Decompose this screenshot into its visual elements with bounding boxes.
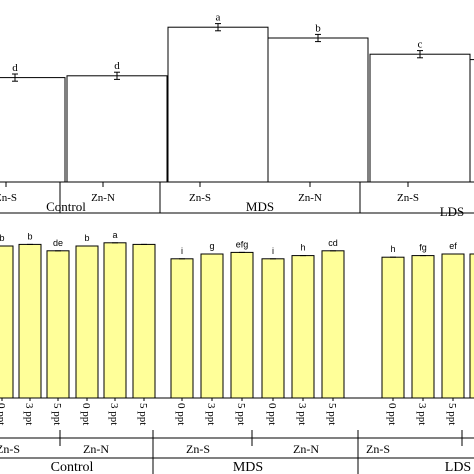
dose-tick-label: 3 ppt bbox=[205, 403, 217, 425]
bar bbox=[381, 256, 405, 399]
dose-tick-label: 0 ppt bbox=[0, 403, 7, 425]
bar bbox=[170, 258, 194, 399]
significance-letter: c bbox=[418, 39, 423, 51]
dose-tick-label: 0 ppt bbox=[175, 403, 187, 425]
bar bbox=[291, 255, 315, 399]
group-label: MDS bbox=[233, 460, 263, 474]
x-tick-label: Zn-S bbox=[189, 192, 211, 204]
significance-letter: b bbox=[0, 233, 5, 243]
significance-letter: i bbox=[272, 246, 274, 256]
subgroup-label: Zn-S bbox=[0, 442, 20, 456]
dose-tick-label: 3 ppt bbox=[108, 403, 120, 425]
significance-letter: cd bbox=[328, 238, 338, 248]
bar bbox=[469, 253, 474, 399]
bar bbox=[411, 255, 435, 399]
bar bbox=[103, 242, 127, 399]
dose-tick-label: 5 ppt bbox=[51, 403, 63, 425]
bar bbox=[469, 59, 474, 183]
subgroup-label: Zn-S bbox=[366, 442, 390, 456]
significance-letter: de bbox=[53, 238, 63, 248]
bar bbox=[0, 77, 66, 183]
significance-letter: d bbox=[12, 62, 18, 74]
significance-letter: b bbox=[315, 22, 321, 34]
dose-tick-label: 3 ppt bbox=[296, 403, 308, 425]
significance-letter: b bbox=[27, 231, 32, 241]
significance-letter: fg bbox=[419, 243, 427, 253]
bar bbox=[321, 250, 345, 399]
bar bbox=[18, 243, 42, 399]
bar bbox=[0, 245, 14, 399]
group-label: MDS bbox=[246, 199, 274, 214]
significance-letter: d bbox=[114, 60, 120, 72]
bar bbox=[66, 75, 168, 183]
bar bbox=[230, 251, 254, 399]
bar bbox=[167, 26, 269, 183]
dose-tick-label: 3 ppt bbox=[416, 403, 428, 425]
bottom-bar-chart: b 0 ppt b 3 ppt de 5 ppt b 0 ppt a 3 ppt 5 ppt i 0 p… bbox=[0, 230, 474, 474]
significance-letter: h bbox=[300, 243, 305, 253]
significance-letter: h bbox=[390, 244, 395, 254]
subgroup-label: Zn-N bbox=[293, 442, 319, 456]
significance-letter: g bbox=[209, 241, 214, 251]
x-tick-label: Zn-S bbox=[397, 192, 419, 204]
dose-tick-label: 5 ppt bbox=[235, 403, 247, 425]
bar bbox=[441, 253, 465, 399]
dose-tick-label: 0 ppt bbox=[80, 403, 92, 425]
subgroup-label: Zn-N bbox=[83, 442, 109, 456]
dose-tick-label: 5 ppt bbox=[446, 403, 458, 425]
x-tick-label: Zn-N bbox=[298, 192, 322, 204]
dose-tick-label: 0 ppt bbox=[266, 403, 278, 425]
significance-letter: efg bbox=[236, 239, 249, 249]
bar bbox=[200, 253, 224, 399]
top-bar-chart: d d a b c Zn-S Zn-N Zn-S Zn-N Zn-S Control MDS LDS bbox=[0, 12, 474, 219]
dose-tick-label: 5 ppt bbox=[326, 403, 338, 425]
group-label: Control bbox=[51, 460, 94, 474]
significance-letter: ef bbox=[449, 241, 457, 251]
bar bbox=[261, 258, 285, 399]
bar bbox=[75, 245, 99, 399]
significance-letter: a bbox=[112, 230, 117, 240]
group-label: Control bbox=[46, 199, 86, 214]
x-tick-label: Zn-S bbox=[0, 192, 17, 204]
bar bbox=[267, 37, 369, 183]
dose-tick-label: 5 ppt bbox=[137, 403, 149, 425]
dose-tick-label: 0 ppt bbox=[386, 403, 398, 425]
bar bbox=[46, 250, 70, 399]
group-label: LDS bbox=[440, 204, 465, 219]
subgroup-label: Zn-S bbox=[186, 442, 210, 456]
significance-letter: i bbox=[181, 246, 183, 256]
significance-letter: b bbox=[84, 233, 89, 243]
bar bbox=[132, 243, 156, 399]
bar bbox=[369, 53, 471, 183]
significance-letter: a bbox=[216, 12, 221, 24]
x-tick-label: Zn-N bbox=[91, 192, 115, 204]
group-label: LDS bbox=[445, 460, 471, 474]
dose-tick-label: 3 ppt bbox=[23, 403, 35, 425]
